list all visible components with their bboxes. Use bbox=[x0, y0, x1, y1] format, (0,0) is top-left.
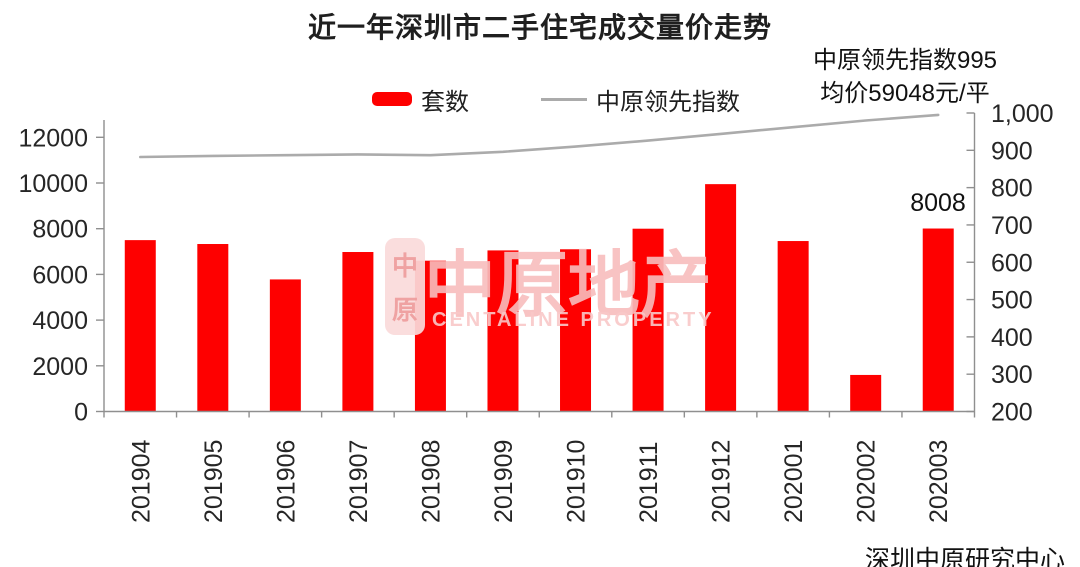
legend: 套数 中原领先指数 bbox=[372, 84, 740, 116]
x-axis-label: 202001 bbox=[780, 440, 808, 523]
bar bbox=[632, 228, 664, 412]
index-line bbox=[139, 113, 940, 159]
x-axis-label: 201907 bbox=[345, 440, 373, 523]
x-axis-label: 201908 bbox=[417, 440, 445, 523]
bar bbox=[922, 228, 954, 412]
right-axis-label: 1,000 bbox=[991, 100, 1054, 128]
right-axis-label: 300 bbox=[991, 361, 1033, 389]
bar bbox=[705, 184, 737, 412]
right-axis-label: 400 bbox=[991, 324, 1033, 352]
x-axis-label: 201911 bbox=[635, 441, 663, 523]
annotation-leading-index: 中原领先指数995 bbox=[812, 47, 998, 74]
legend-bar-label: 套数 bbox=[421, 88, 469, 116]
annotation-average-price: 均价59048元/平 bbox=[820, 80, 990, 107]
bar bbox=[487, 250, 519, 412]
bar-value-label: 8008 bbox=[910, 189, 966, 217]
left-axis-label: 8000 bbox=[32, 216, 88, 244]
bar bbox=[777, 241, 809, 412]
left-axis-label: 12000 bbox=[18, 124, 88, 152]
bar bbox=[850, 374, 882, 412]
legend-bar-swatch bbox=[372, 92, 412, 106]
x-axis-label: 201905 bbox=[200, 440, 228, 523]
left-axis-label: 4000 bbox=[32, 307, 88, 335]
x-axis-label: 201906 bbox=[272, 440, 300, 523]
right-axis-label: 500 bbox=[991, 287, 1033, 315]
legend-line-swatch bbox=[541, 97, 587, 101]
bar bbox=[560, 249, 592, 412]
source-label: 深圳中原研究中心 bbox=[864, 546, 1065, 567]
bar bbox=[197, 244, 229, 412]
bar bbox=[414, 260, 446, 412]
bar bbox=[342, 252, 374, 412]
chart-title: 近一年深圳市二手住宅成交量价走势 bbox=[307, 12, 772, 43]
x-axis-label: 201904 bbox=[127, 439, 155, 523]
left-axis-label: 6000 bbox=[32, 261, 88, 289]
x-axis-label: 202003 bbox=[925, 440, 953, 523]
x-axis-label: 201910 bbox=[563, 440, 591, 523]
bar bbox=[124, 240, 156, 412]
x-axis-label: 201912 bbox=[708, 440, 736, 523]
annotation-block: 中原领先指数995 均价59048元/平 bbox=[750, 44, 1060, 110]
right-axis-label: 800 bbox=[991, 175, 1033, 203]
right-axis-label: 200 bbox=[991, 399, 1033, 427]
x-axis-label: 202002 bbox=[853, 440, 881, 523]
left-axis-label: 0 bbox=[74, 399, 88, 427]
left-axis-label: 10000 bbox=[18, 170, 88, 198]
x-axis-label: 201909 bbox=[490, 440, 518, 523]
right-axis-label: 700 bbox=[991, 212, 1033, 240]
bar bbox=[269, 279, 301, 412]
left-axis-label: 2000 bbox=[32, 353, 88, 381]
right-axis-label: 600 bbox=[991, 249, 1033, 277]
legend-line-label: 中原领先指数 bbox=[596, 88, 740, 116]
right-axis-label: 900 bbox=[991, 137, 1033, 165]
